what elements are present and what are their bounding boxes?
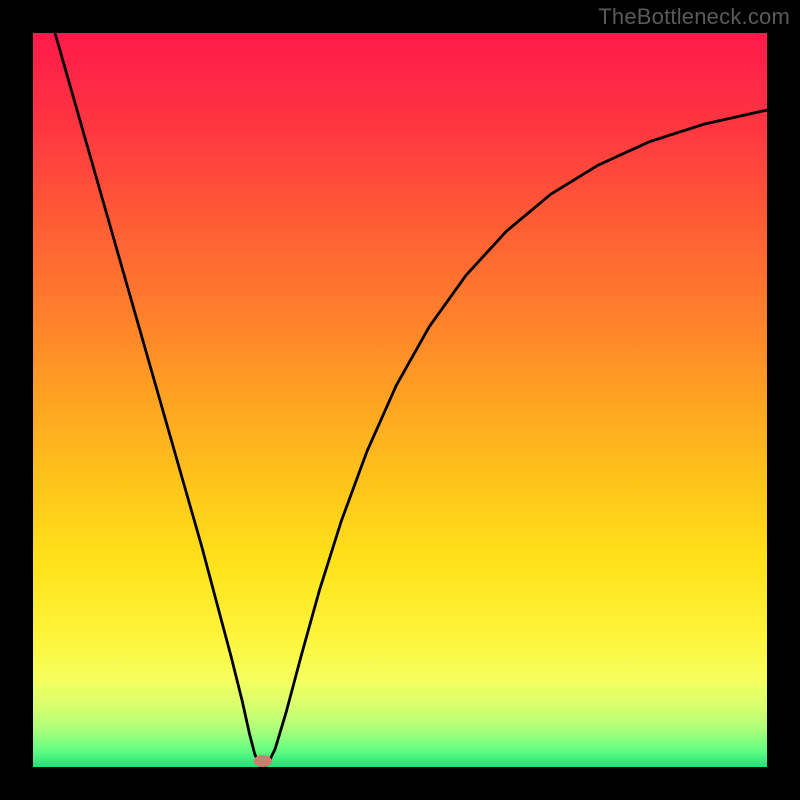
optimal-point-marker <box>254 755 272 767</box>
watermark-text: TheBottleneck.com <box>598 4 790 30</box>
chart-svg <box>0 0 800 800</box>
bottleneck-chart: TheBottleneck.com <box>0 0 800 800</box>
plot-background <box>33 33 767 767</box>
